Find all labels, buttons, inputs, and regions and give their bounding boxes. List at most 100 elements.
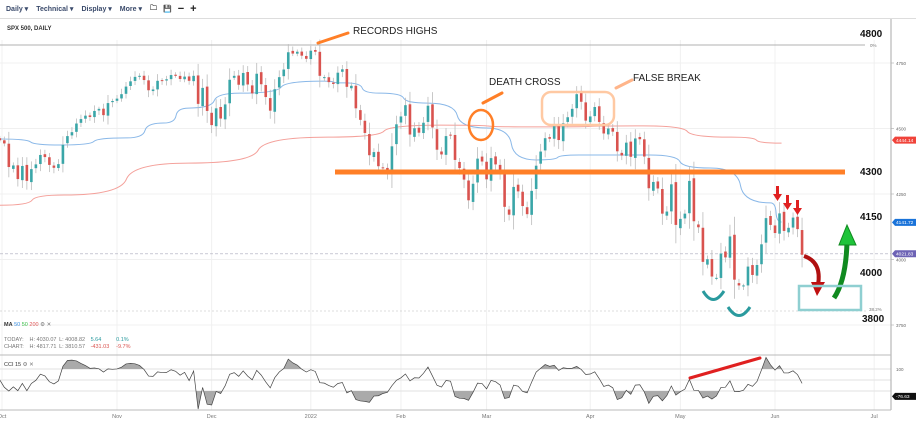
gear-icon[interactable]: ⚙ <box>22 362 28 368</box>
zoom-in-icon[interactable]: + <box>190 3 197 15</box>
candle-body <box>377 151 380 167</box>
candle-body <box>611 128 615 132</box>
candle-body <box>255 73 259 95</box>
candle-body <box>129 81 132 86</box>
candle-body <box>764 218 768 243</box>
today-pct: 0.1% <box>116 337 129 343</box>
candle-body <box>273 89 277 112</box>
candle-body <box>363 120 367 133</box>
more-dropdown[interactable]: More ▾ <box>119 6 142 13</box>
candle-body <box>219 106 222 119</box>
close-icon[interactable]: ✕ <box>46 322 52 328</box>
display-dropdown[interactable]: Display ▾ <box>81 6 112 13</box>
candle-body <box>354 85 358 109</box>
candle-body <box>332 82 335 84</box>
candle-body <box>102 108 105 116</box>
y-tick-label: 4500 <box>896 127 907 132</box>
today-label: TODAY: <box>4 337 24 343</box>
candle-body <box>300 51 304 56</box>
chart-label: CHART: <box>4 344 24 350</box>
candle-body <box>435 129 439 150</box>
candle-body <box>634 138 637 158</box>
candle-body <box>156 80 159 90</box>
candle-body <box>800 230 804 255</box>
badge-label: 4444.14 <box>896 138 914 144</box>
candle-body <box>205 86 209 111</box>
ma50-line <box>0 80 782 223</box>
fib-0-label: 0% <box>870 43 877 48</box>
badge-label: 4141.72 <box>896 220 914 226</box>
candle-body <box>282 69 286 77</box>
candle-body <box>277 77 281 88</box>
candle-body <box>791 217 795 228</box>
candle-body <box>48 157 51 165</box>
interval-dropdown[interactable]: Daily ▾ <box>6 6 29 13</box>
candle-body <box>503 174 506 207</box>
price-badge: 4444.14 <box>892 136 916 144</box>
candle-body <box>516 184 520 192</box>
candle-body <box>507 209 511 215</box>
bottom-curve-2 <box>726 306 752 317</box>
candle-body <box>201 87 204 107</box>
cci-oversold-fill <box>0 391 803 409</box>
candle-body <box>769 216 772 225</box>
x-tick-label: Jul <box>871 414 878 420</box>
candle-body <box>30 169 33 183</box>
arrow-head-up <box>838 223 857 246</box>
technical-dropdown[interactable]: Technical ▾ <box>36 6 74 13</box>
candle-body <box>187 76 191 81</box>
candle-body <box>147 80 150 91</box>
candle-body <box>115 98 119 101</box>
today-low: L: 4008.82 <box>59 337 86 343</box>
x-tick-label: Mar <box>482 414 492 420</box>
fib-382-label: 38.2% <box>869 307 882 312</box>
x-tick-label: Apr <box>586 414 595 420</box>
candle-body <box>661 189 664 214</box>
zoom-out-icon[interactable]: − <box>177 3 185 15</box>
ma-period-2: 50 <box>21 322 28 328</box>
folder-icon[interactable]: 🗀 <box>149 4 157 12</box>
candle-body <box>449 134 452 136</box>
candle-body <box>237 75 240 85</box>
candle-body <box>656 181 660 189</box>
candle-body <box>214 108 218 127</box>
cci-overbought-fill <box>0 357 803 369</box>
candle-body <box>426 105 430 122</box>
candle-body <box>606 128 610 135</box>
x-tick-label: Dec <box>207 414 217 420</box>
candle-body <box>106 103 110 116</box>
candle-body <box>286 52 290 69</box>
candle-body <box>39 154 42 165</box>
candle-body <box>336 72 340 85</box>
x-tick-label: May <box>675 414 686 420</box>
axes: Oct Nov Dec 2022 Feb Mar Apr May Jun Jul 4750 4500 4… <box>0 19 907 420</box>
close-icon[interactable]: ✕ <box>29 362 34 368</box>
candle-body <box>489 158 493 181</box>
x-tick-label: Jun <box>771 414 780 420</box>
today-high: H: 4030.07 <box>29 337 57 343</box>
candle-body <box>697 224 700 228</box>
candle-body <box>733 234 736 280</box>
candle-body <box>178 75 182 79</box>
candle-body <box>97 108 101 111</box>
candle-body <box>210 112 213 126</box>
gear-icon[interactable]: ⚙ <box>40 322 46 328</box>
toolbar: Daily ▾ Technical ▾ Display ▾ More ▾ 🗀 💾… <box>0 0 916 19</box>
ma-period-3: 200 <box>29 322 39 328</box>
candle-body <box>34 164 38 169</box>
badge-shape <box>892 136 916 144</box>
candle-body <box>679 218 682 229</box>
candle-body <box>174 74 177 76</box>
candle-body <box>760 244 763 265</box>
candle-body <box>737 283 741 286</box>
candle-body <box>534 165 538 189</box>
candle-body <box>615 131 619 152</box>
candle-body <box>0 138 2 141</box>
candle-body <box>751 265 754 275</box>
candle-body <box>782 211 786 231</box>
chart-low: L: 3810.57 <box>59 344 86 350</box>
save-icon[interactable]: 💾 <box>162 6 172 13</box>
candle-body <box>674 182 678 225</box>
candle-body <box>259 72 263 85</box>
